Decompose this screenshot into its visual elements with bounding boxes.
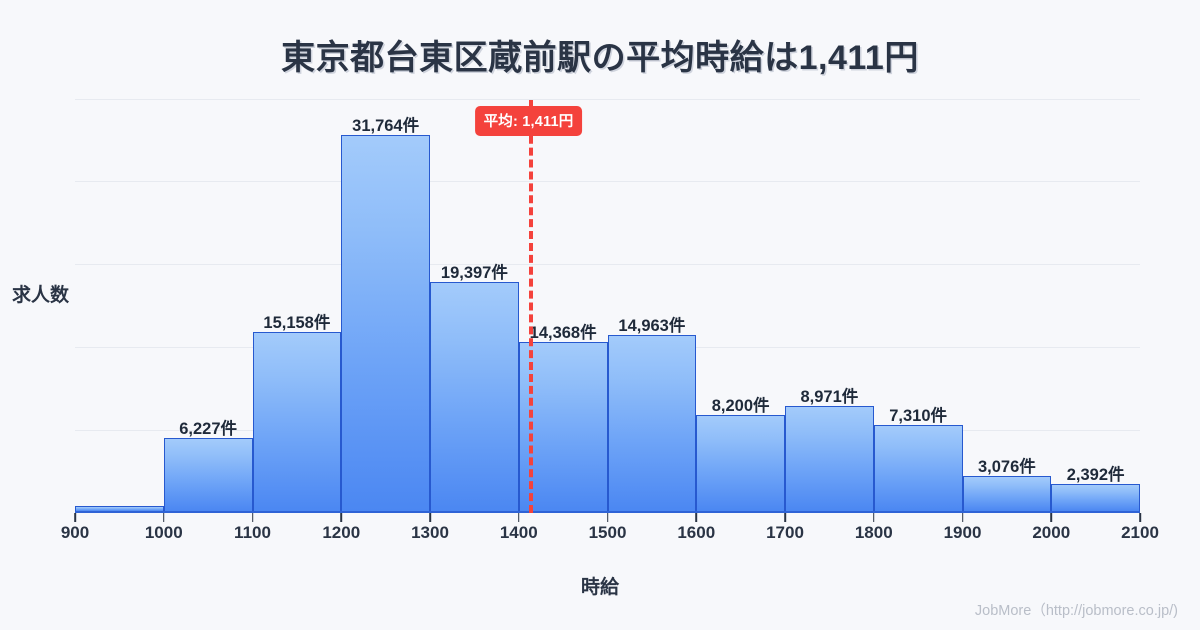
average-line [528,100,533,513]
bar-value-label: 31,764件 [352,117,420,136]
x-tick-mark [1139,513,1141,522]
x-tick-label: 1600 [677,523,716,542]
bar-value-label: 8,200件 [711,396,770,415]
histogram-bar [696,414,785,512]
x-tick-mark [74,513,76,522]
histogram-bar [163,438,253,512]
bar-value-label: 2,392件 [1066,465,1125,484]
page-title: 東京都台東区蔵前駅の平均時給は1,411円 [281,39,919,77]
plot-area [75,97,1140,512]
bar-value-label: 8,971件 [800,387,859,406]
gridline [75,264,1140,265]
x-tick-label: 1500 [588,523,627,542]
x-tick-mark [1050,513,1053,522]
average-badge: 平均: 1,411円 [474,106,583,136]
y-axis-title: 求人数 [12,285,70,306]
x-axis-line [75,511,1140,513]
histogram-bar [607,334,697,512]
histogram-bar [785,405,874,512]
bar-value-label: 7,310件 [889,407,948,426]
x-tick-label: 1100 [234,523,271,542]
bar-value-label: 6,227件 [179,420,238,439]
x-tick-mark [162,513,165,522]
bar-value-label: 14,963件 [618,316,686,335]
histogram-bar [518,341,608,512]
x-axis-title: 時給 [580,577,619,598]
x-tick-mark [517,513,520,522]
bar-value-label: 15,158件 [263,314,331,333]
gridline [75,99,1140,100]
x-tick-label: 1400 [499,523,538,542]
histogram-bar [341,135,430,512]
x-tick-label: 900 [60,523,90,542]
bar-value-label: 3,076件 [977,457,1036,476]
bar-value-label: 19,397件 [440,264,508,282]
x-tick-mark [606,513,609,522]
x-tick-mark [872,513,875,522]
x-tick-mark [251,513,254,522]
x-tick-label: 1900 [943,523,982,542]
x-tick-mark [961,513,964,522]
histogram-bar [430,282,519,512]
x-tick-mark [695,513,698,522]
x-tick-label: 1800 [854,523,893,542]
x-tick-mark [429,513,431,522]
histogram-bar [1051,483,1140,512]
x-tick-mark [784,513,786,522]
x-tick-label: 2100 [1121,523,1159,542]
histogram-bar [252,332,342,512]
x-tick-label: 1700 [766,523,804,542]
x-tick-label: 1200 [322,523,361,542]
histogram-bar [962,475,1052,512]
x-tick-mark [340,513,343,522]
bar-value-label: 14,368件 [529,323,597,342]
watermark: JobMore（http://jobmore.co.jp/) [974,603,1178,619]
x-tick-label: 1000 [144,523,183,542]
gridline [75,181,1140,182]
x-tick-label: 1300 [411,523,449,542]
histogram-bar [873,425,963,512]
x-tick-label: 2000 [1032,523,1071,542]
